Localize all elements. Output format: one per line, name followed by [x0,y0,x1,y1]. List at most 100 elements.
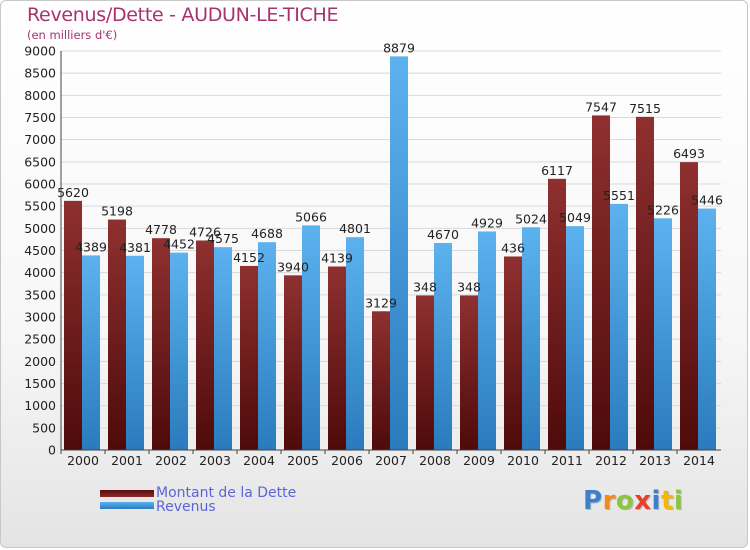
value-label: 3129 [365,295,397,310]
value-label: 5226 [647,202,679,217]
x-tick-labels: 2000 2001 2002 2003 2004 2005 2006 2007 2008 2009… [60,450,715,468]
value-label: 4139 [321,251,353,266]
x-tick-label: 2006 [331,453,363,468]
value-label: 6117 [541,163,573,178]
y-tick-label: 7500 [24,110,56,125]
bar-revenus [302,225,320,450]
value-label: 4929 [471,215,503,230]
bar-revenus [170,252,188,450]
x-tick-label: 2003 [199,453,231,468]
x-tick-label: 2007 [375,453,407,468]
bar-revenus [698,208,716,450]
bar-dette [416,295,434,450]
x-tick-label: 2009 [463,453,495,468]
value-label: 4801 [339,221,371,236]
proxiti-logo: Proxiti [583,486,683,516]
y-tick-label: 4000 [24,265,56,280]
bar-revenus [566,226,584,450]
logo-letter: i [651,486,661,516]
value-label: 4381 [119,240,151,255]
bar-revenus [434,242,452,450]
bar-revenus [610,203,628,450]
y-tick-label: 2500 [24,332,56,347]
legend-swatch-revenus [100,502,154,509]
x-tick-label: 2000 [67,453,99,468]
y-tick-label: 6500 [24,154,56,169]
value-label: 5198 [101,204,133,219]
value-label: 5620 [57,185,89,200]
logo-letter: t [660,486,674,516]
value-label: 6493 [673,146,705,161]
value-label: 5024 [515,211,547,226]
y-tick-label: 1000 [24,398,56,413]
value-label: 8879 [383,40,415,55]
value-label: 3940 [277,259,309,274]
bar-revenus [654,218,672,450]
bar-dette [460,295,478,450]
legend-label-debt: Montant de la Dette [156,485,297,501]
value-label: 4688 [251,226,283,241]
y-tick-label: 9000 [24,44,56,59]
value-label: 348 [457,279,481,294]
bar-dette [548,178,566,451]
y-tick-label: 0 [48,443,56,458]
bar-revenus [126,255,144,450]
y-tick-label: 7000 [24,132,56,147]
logo-letter: x [634,486,652,516]
value-label: 5446 [691,193,723,208]
bar-dette [636,116,654,451]
value-label: 4778 [145,222,177,237]
bar-dette [504,256,522,450]
y-tick-label: 5500 [24,199,56,214]
bars [64,56,716,451]
bar-dette [108,219,126,450]
value-label: 348 [413,279,437,294]
bar-dette [284,275,302,450]
x-tick-label: 2013 [639,453,671,468]
bar-revenus [478,231,496,450]
logo-letter: i [673,486,684,516]
chart-title: Revenus/Dette - AUDUN-LE-TICHE [27,4,339,26]
value-label: 5066 [295,209,327,224]
y-tick-label: 8500 [24,66,56,81]
value-label: 5551 [603,188,635,203]
y-tick-label: 2000 [24,354,56,369]
legend-label-revenus: Revenus [156,499,216,515]
value-label: 7515 [629,101,661,116]
bar-dette [152,238,170,450]
value-label: 7547 [585,99,617,114]
y-tick-label: 1500 [24,376,56,391]
value-label: 4726 [189,224,221,239]
y-tick-label: 4500 [24,243,56,258]
value-label: 4389 [75,239,107,254]
x-tick-label: 2008 [419,453,451,468]
y-tick-labels: 0 500 1000 1500 2000 2500 3000 3500 4000 4500 5000… [24,44,56,458]
logo-letter: o [615,486,635,516]
bar-revenus [346,237,364,450]
bar-dette [372,311,390,450]
y-tick-label: 8000 [24,88,56,103]
value-label: 4452 [163,237,195,252]
bar-revenus [390,56,408,451]
x-tick-label: 2010 [507,453,539,468]
bar-dette [680,162,698,450]
bar-revenus [214,247,232,450]
x-tick-label: 2014 [683,453,715,468]
value-label: 436 [501,240,525,255]
y-tick-label: 500 [32,420,56,435]
bar-dette [592,115,610,451]
value-label: 5049 [559,210,591,225]
bar-dette [196,240,214,450]
logo-letter: r [602,486,616,516]
bar-dette [64,200,82,450]
bar-dette [328,266,346,450]
x-tick-label: 2005 [287,453,319,468]
value-label: 4670 [427,227,459,242]
y-tick-label: 6000 [24,177,56,192]
legend-swatch-debt [100,490,154,497]
axes [60,51,721,451]
logo-letter: P [583,486,603,516]
bar-revenus [258,242,276,450]
bar-revenus [82,255,100,450]
